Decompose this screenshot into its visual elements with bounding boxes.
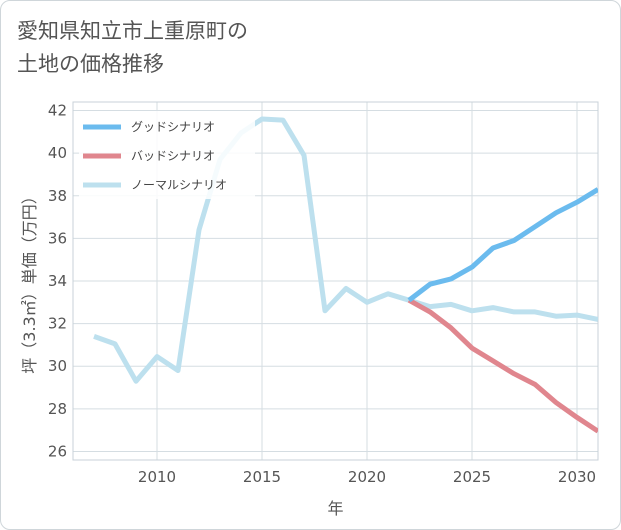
y-axis-title: 坪（3.3㎡）単価（万円） [20,188,39,373]
y-tick-label: 42 [48,102,67,120]
y-tick-label: 26 [48,442,67,460]
x-axis-ticks: 2010 2015 2020 2025 2030 [138,468,596,486]
series-line-bad [407,298,598,434]
y-tick-label: 38 [48,187,67,205]
y-tick-label: 34 [48,272,67,290]
chart-title: 愛知県知立市上重原町の 土地の価格推移 [17,15,248,81]
x-tick-label: 2015 [243,468,281,486]
grid-lines [73,102,598,460]
x-tick-label: 2020 [348,468,386,486]
legend-label-normal: ノーマルシナリオ [131,178,227,192]
y-axis-ticks: 26 28 30 32 34 36 38 40 42 [48,102,67,461]
y-tick-label: 40 [48,144,67,162]
plot-area [72,101,599,461]
x-axis-title: 年 [327,499,343,518]
y-tick-label: 28 [48,400,67,418]
y-tick-label: 32 [48,315,67,333]
series-line-good [407,187,598,303]
x-tick-label: 2010 [138,468,176,486]
series-line-normal [93,116,598,384]
legend-label-bad: バッドシナリオ [131,149,215,163]
x-tick-label: 2025 [453,468,491,486]
x-tick-label: 2030 [558,468,596,486]
chart-title-line-1: 愛知県知立市上重原町の [17,19,248,43]
chart-title-line-2: 土地の価格推移 [17,52,164,76]
y-tick-label: 30 [48,357,67,375]
y-tick-label: 36 [48,229,67,247]
legend-label-good: グッドシナリオ [131,120,215,134]
series-lines [93,116,598,434]
